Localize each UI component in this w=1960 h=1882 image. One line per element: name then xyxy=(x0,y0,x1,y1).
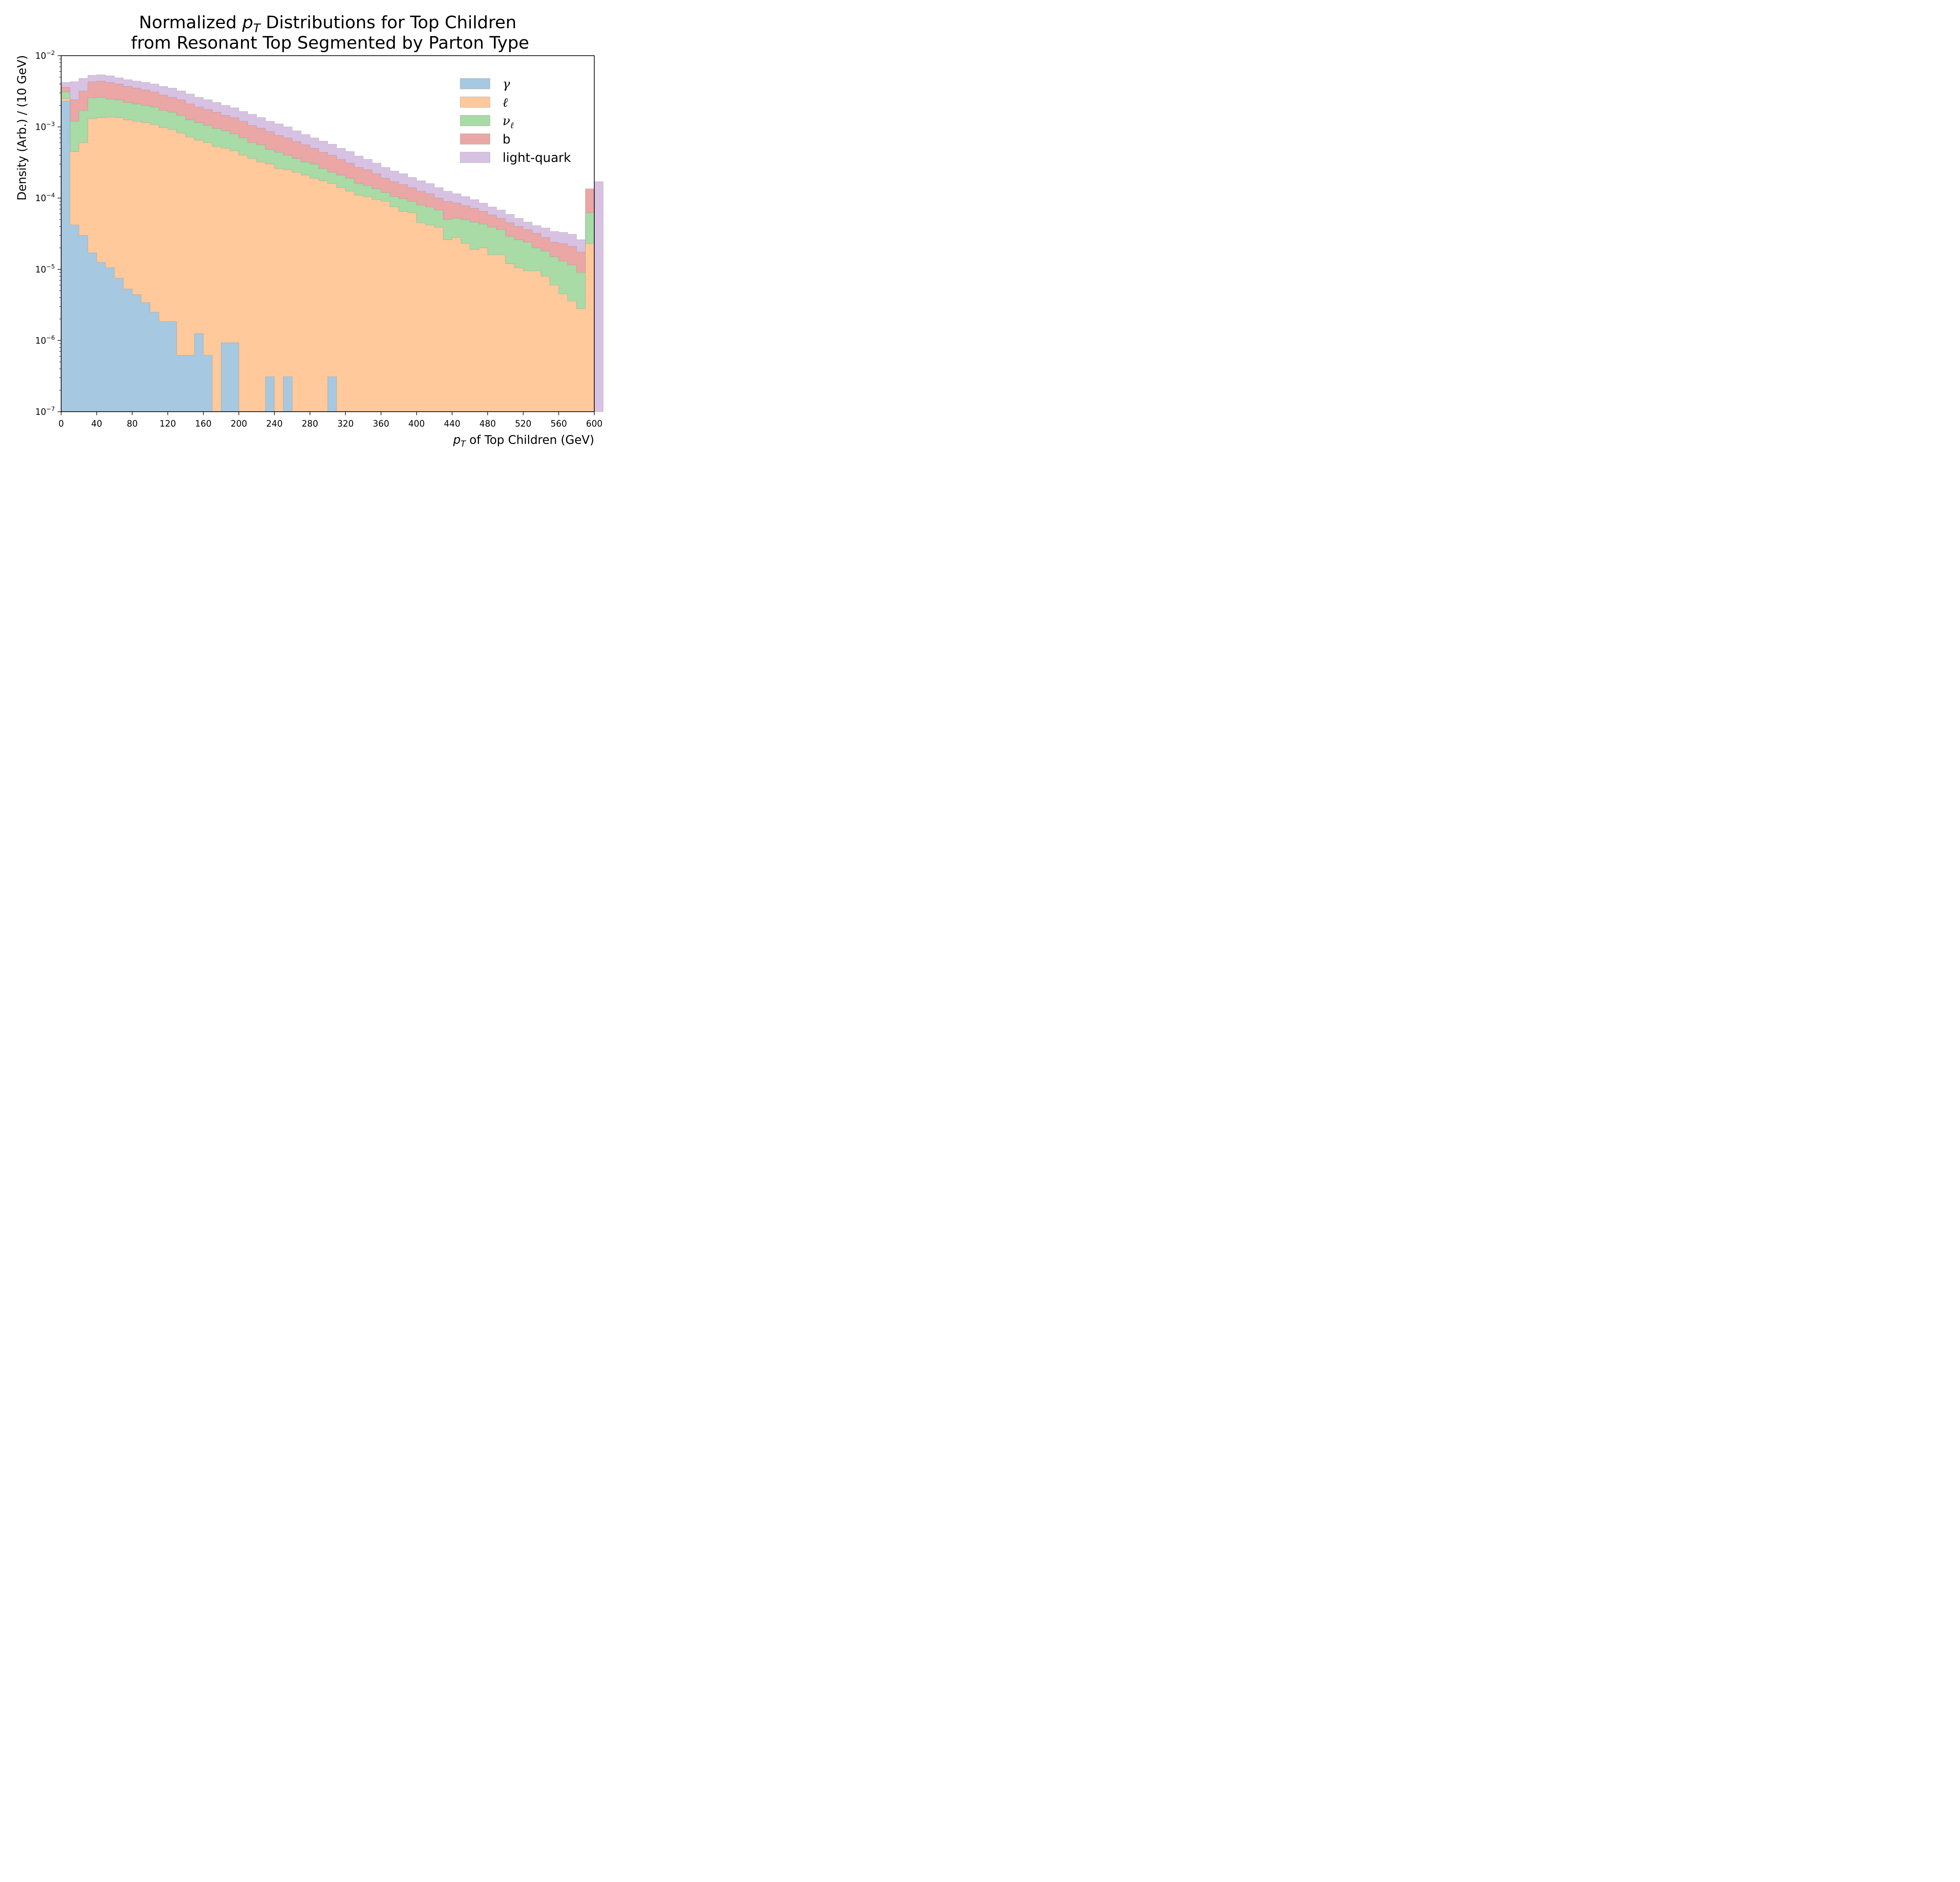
x-tick-label: 480 xyxy=(479,419,496,429)
y-tick-label: 10−4 xyxy=(35,192,55,203)
x-tick-label: 440 xyxy=(444,419,460,429)
legend: γℓ νℓb light-quark xyxy=(460,76,571,165)
x-axis-label: pT of Top Children (GeV) xyxy=(453,433,594,449)
x-tick-label: 240 xyxy=(266,419,283,429)
legend-label: νℓ xyxy=(503,113,514,131)
legend-label: b xyxy=(503,132,510,147)
x-tick-label: 80 xyxy=(127,419,138,429)
plot-frame xyxy=(61,55,595,412)
x-axis: 0 40 80 120 160 200 240 280 320 360 400 440 480 520 56… xyxy=(58,412,603,429)
legend-label: ℓ xyxy=(503,95,508,110)
x-tick-label: 400 xyxy=(408,419,425,429)
x-tick-label: 40 xyxy=(91,419,102,429)
legend-swatch xyxy=(460,96,490,108)
legend-swatch xyxy=(460,78,490,89)
x-tick-label: 120 xyxy=(160,419,176,429)
legend-label: light-quark xyxy=(503,150,571,165)
legend-swatch xyxy=(460,133,490,145)
legend-swatch xyxy=(460,115,490,126)
chart: Normalized pT Distributions for Top Chil… xyxy=(15,13,604,449)
series-lepton-area xyxy=(61,98,595,412)
x-tick-label: 280 xyxy=(302,419,318,429)
legend-label: γ xyxy=(503,76,510,91)
x-tick-label: 520 xyxy=(515,419,532,429)
x-tick-label: 560 xyxy=(550,419,567,429)
x-tick-label: 600 xyxy=(586,419,603,429)
x-tick-label: 0 xyxy=(58,419,64,429)
y-axis: 10−7 10−6 10−5 10−4 10−3 10−2 xyxy=(35,49,61,417)
x-tick-label: 200 xyxy=(230,419,247,429)
legend-swatch xyxy=(460,152,490,163)
y-tick-label: 10−7 xyxy=(35,405,55,417)
chart-title-line1: Normalized pT Distributions for Top Chil… xyxy=(139,13,516,35)
y-tick-label: 10−6 xyxy=(35,334,55,346)
x-tick-label: 160 xyxy=(195,419,212,429)
y-tick-label: 10−2 xyxy=(35,49,55,61)
y-tick-label: 10−3 xyxy=(35,121,55,133)
plot-area xyxy=(61,55,604,412)
x-tick-label: 320 xyxy=(337,419,354,429)
y-tick-label: 10−5 xyxy=(35,263,55,275)
y-axis-label: Density (Arb.) / (10 GeV) xyxy=(15,55,29,201)
x-tick-label: 360 xyxy=(373,419,389,429)
chart-title-line2: from Resonant Top Segmented by Parton Ty… xyxy=(131,33,529,53)
